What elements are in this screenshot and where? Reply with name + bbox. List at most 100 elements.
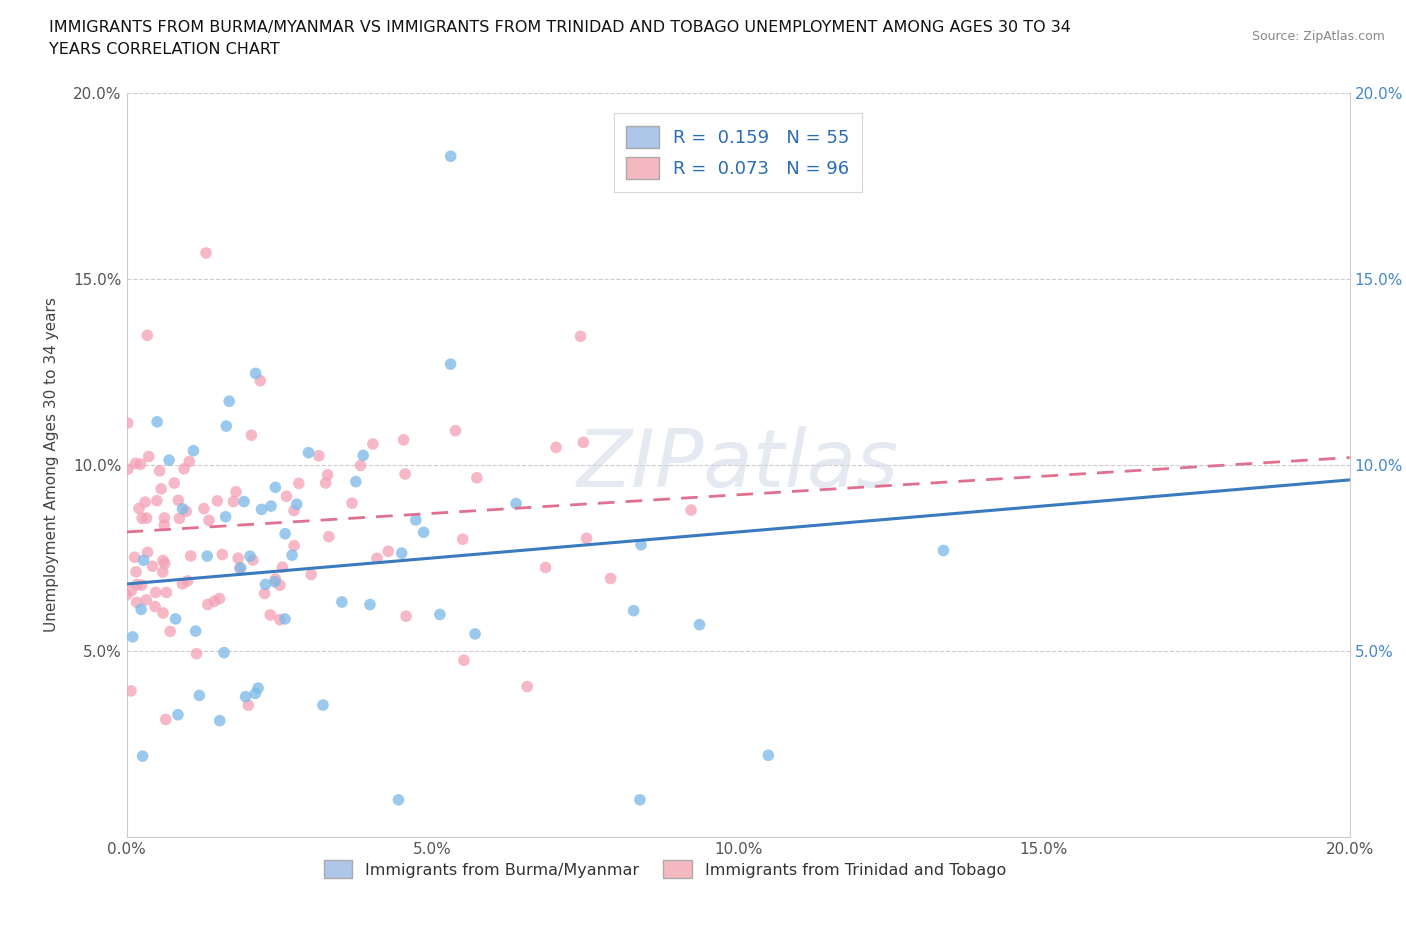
Point — [281, 548, 304, 563]
Point — [249, 373, 271, 388]
Point — [361, 436, 384, 451]
Point — [285, 497, 308, 512]
Point — [312, 698, 335, 712]
Point — [756, 748, 779, 763]
Point — [344, 474, 367, 489]
Point — [172, 501, 194, 516]
Point — [377, 544, 399, 559]
Point — [297, 445, 319, 460]
Point — [352, 448, 374, 463]
Point — [429, 607, 451, 622]
Point — [193, 501, 215, 516]
Point — [222, 494, 245, 509]
Point — [155, 712, 177, 727]
Point — [152, 553, 174, 568]
Point — [173, 461, 195, 476]
Point — [153, 518, 176, 533]
Point — [330, 594, 353, 609]
Point — [932, 543, 955, 558]
Point — [207, 494, 229, 509]
Point — [233, 494, 256, 509]
Point — [269, 578, 291, 592]
Point — [599, 571, 621, 586]
Point — [242, 552, 264, 567]
Point — [245, 686, 267, 701]
Point — [391, 546, 413, 561]
Text: IMMIGRANTS FROM BURMA/MYANMAR VS IMMIGRANTS FROM TRINIDAD AND TOBAGO UNEMPLOYMEN: IMMIGRANTS FROM BURMA/MYANMAR VS IMMIGRA… — [49, 20, 1071, 35]
Point — [157, 453, 180, 468]
Point — [184, 624, 207, 639]
Point — [195, 549, 218, 564]
Point — [169, 511, 191, 525]
Point — [143, 599, 166, 614]
Point — [630, 538, 652, 552]
Point — [146, 493, 169, 508]
Point — [129, 602, 152, 617]
Point — [247, 681, 270, 696]
Point — [167, 493, 190, 508]
Point — [174, 504, 197, 519]
Point — [208, 713, 231, 728]
Legend: Immigrants from Burma/Myanmar, Immigrants from Trinidad and Tobago: Immigrants from Burma/Myanmar, Immigrant… — [318, 854, 1012, 884]
Point — [134, 495, 156, 510]
Point — [269, 612, 291, 627]
Point — [131, 511, 153, 525]
Point — [121, 630, 143, 644]
Point — [128, 501, 150, 516]
Point — [308, 448, 330, 463]
Point — [226, 551, 249, 565]
Point — [117, 462, 139, 477]
Point — [127, 578, 149, 592]
Point — [264, 572, 287, 587]
Point — [464, 627, 486, 642]
Point — [120, 684, 142, 698]
Point — [254, 577, 277, 591]
Point — [159, 624, 181, 639]
Point — [349, 458, 371, 472]
Point — [129, 457, 152, 472]
Point — [215, 418, 238, 433]
Point — [163, 475, 186, 490]
Point — [575, 531, 598, 546]
Point — [172, 577, 194, 591]
Point — [534, 560, 557, 575]
Text: Source: ZipAtlas.com: Source: ZipAtlas.com — [1251, 30, 1385, 43]
Point — [117, 416, 139, 431]
Point — [263, 575, 285, 590]
Point — [359, 597, 381, 612]
Point — [465, 471, 488, 485]
Point — [204, 593, 226, 608]
Point — [453, 653, 475, 668]
Point — [546, 440, 568, 455]
Point — [315, 475, 337, 490]
Point — [395, 609, 418, 624]
Point — [152, 605, 174, 620]
Point — [195, 246, 218, 260]
Point — [132, 552, 155, 567]
Point — [439, 357, 461, 372]
Point — [569, 329, 592, 344]
Point — [125, 565, 148, 579]
Point — [394, 467, 416, 482]
Point — [259, 607, 281, 622]
Point — [229, 561, 252, 576]
Point — [283, 538, 305, 553]
Point — [208, 591, 231, 606]
Point — [136, 545, 159, 560]
Point — [271, 560, 294, 575]
Point — [214, 510, 236, 525]
Point — [340, 496, 363, 511]
Point — [198, 512, 221, 527]
Point — [283, 503, 305, 518]
Point — [235, 689, 257, 704]
Point — [444, 423, 467, 438]
Point — [211, 547, 233, 562]
Point — [260, 498, 283, 513]
Point — [689, 618, 711, 632]
Point — [115, 588, 138, 603]
Point — [250, 502, 273, 517]
Point — [318, 529, 340, 544]
Point — [176, 574, 198, 589]
Point — [212, 645, 235, 660]
Point — [150, 482, 173, 497]
